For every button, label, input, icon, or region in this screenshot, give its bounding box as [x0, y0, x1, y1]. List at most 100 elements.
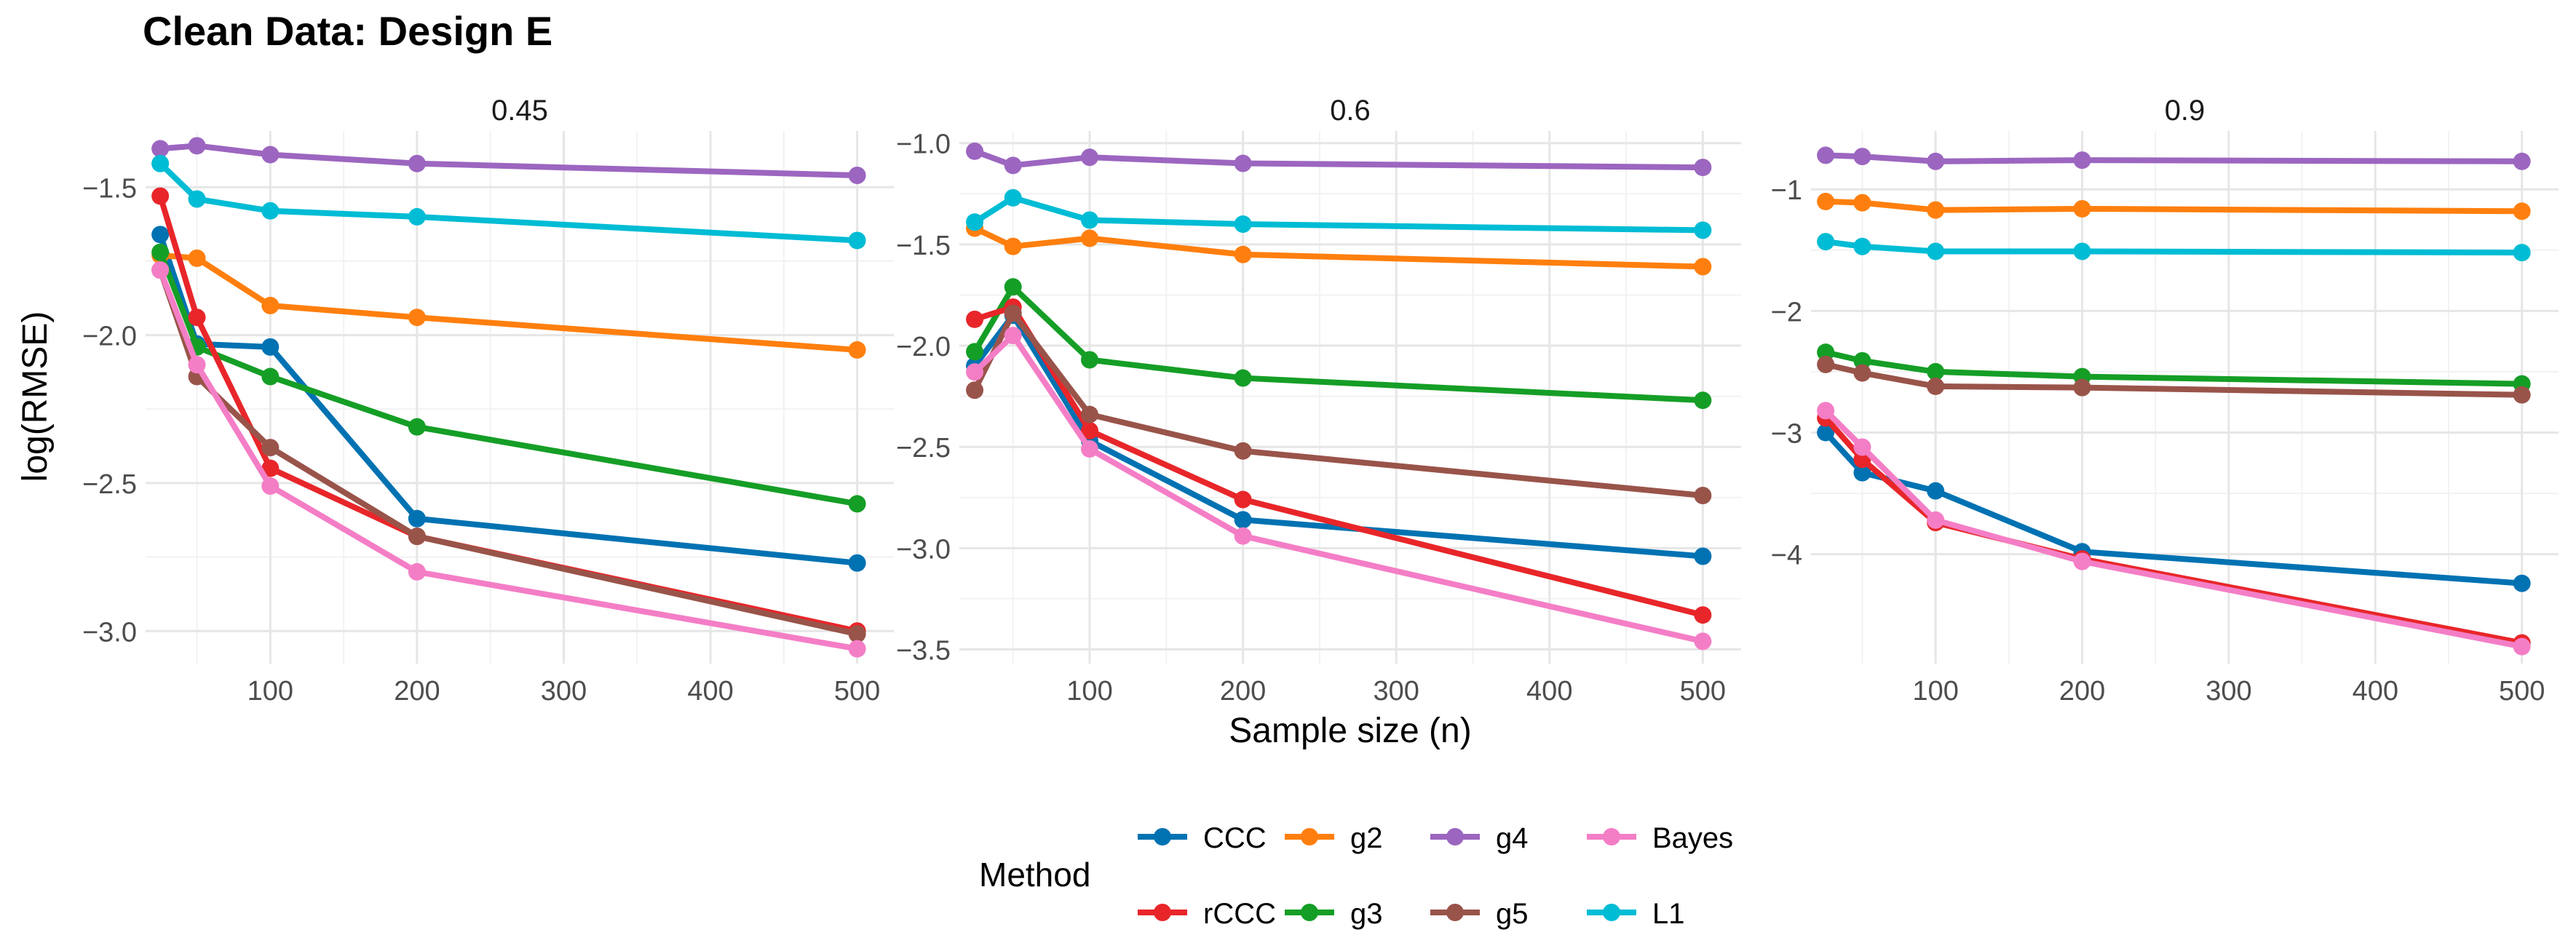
data-point-g2 [1694, 258, 1712, 276]
data-point-g4 [188, 137, 206, 155]
y-tick-label: −3.5 [896, 636, 951, 667]
x-tick-label: 500 [834, 676, 880, 707]
data-point-g2 [1817, 192, 1835, 210]
data-point-rCCC [1081, 421, 1098, 439]
legend-item-CCC: CCC [1138, 822, 1267, 854]
data-point-L1 [848, 231, 866, 250]
data-point-g3 [1004, 278, 1022, 296]
data-point-g4 [1817, 146, 1835, 164]
data-point-CCC [1817, 423, 1835, 442]
data-point-L1 [1694, 221, 1712, 239]
data-point-Bayes [1927, 511, 1945, 529]
data-point-L1 [2073, 242, 2091, 260]
data-point-CCC [848, 554, 866, 572]
data-point-g2 [261, 296, 280, 314]
legend-label: g4 [1496, 822, 1529, 854]
data-point-L1 [151, 154, 170, 172]
data-point-Bayes [1234, 527, 1252, 545]
series-line-rCCC [1823, 415, 2525, 646]
data-point-CCC [408, 509, 426, 528]
legend-key-point [1603, 904, 1620, 921]
data-point-L1 [1817, 233, 1835, 251]
data-point-g5 [408, 528, 426, 546]
panel-strip-label: 0.9 [2165, 95, 2206, 127]
series-line-g5 [972, 310, 1706, 498]
x-tick-label: 100 [1912, 676, 1958, 707]
x-tick-label: 500 [1680, 676, 1726, 707]
data-point-g2 [1234, 245, 1252, 263]
y-tick-label: −3.0 [896, 534, 951, 565]
series-line-CCC [1823, 429, 2525, 586]
chart-title: Clean Data: Design E [143, 8, 552, 54]
data-point-g3 [1694, 391, 1712, 410]
data-point-g4 [966, 142, 984, 160]
data-point-g4 [2073, 151, 2091, 170]
data-point-g5 [1081, 405, 1098, 423]
legend-label: CCC [1203, 822, 1267, 854]
data-point-g2 [2073, 199, 2091, 218]
data-point-g2 [2513, 202, 2531, 220]
data-point-g3 [1234, 369, 1252, 387]
data-point-g4 [848, 167, 866, 184]
x-tick-label: 300 [1373, 676, 1419, 707]
data-point-L1 [188, 190, 206, 208]
data-point-L1 [966, 213, 984, 231]
legend-item-g5: g5 [1430, 898, 1529, 930]
y-tick-label: −1 [1771, 175, 1802, 206]
data-point-CCC [1234, 511, 1252, 529]
legend-item-g4: g4 [1430, 822, 1529, 854]
legend-key-point [1301, 904, 1318, 921]
data-point-g5 [261, 439, 280, 457]
x-tick-label: 500 [2499, 676, 2545, 707]
data-point-g4 [261, 146, 280, 164]
data-point-g3 [1817, 343, 1835, 362]
data-point-L1 [1004, 188, 1022, 207]
y-tick-label: −2.5 [82, 469, 137, 500]
data-point-g4 [1234, 154, 1252, 172]
y-tick-label: −1.5 [82, 173, 137, 204]
data-point-g3 [966, 343, 984, 361]
data-point-g5 [2073, 378, 2091, 397]
data-point-Bayes [1853, 438, 1871, 456]
data-point-L1 [261, 202, 280, 220]
y-tick-label: −2 [1771, 297, 1802, 327]
data-point-Bayes [848, 640, 866, 658]
data-point-g2 [1927, 201, 1945, 219]
legend-label: rCCC [1203, 898, 1276, 930]
data-point-Bayes [1817, 402, 1835, 420]
data-point-g4 [1081, 148, 1098, 167]
data-point-g3 [1927, 362, 1945, 381]
legend-key-point [1603, 828, 1620, 845]
data-point-g4 [1853, 148, 1871, 166]
x-tick-label: 400 [1526, 676, 1572, 707]
x-tick-label: 400 [2353, 676, 2398, 707]
x-tick-label: 100 [247, 676, 293, 707]
legend-label: g3 [1350, 898, 1383, 930]
data-point-L1 [1234, 215, 1252, 234]
data-point-g3 [151, 243, 170, 261]
legend-key-point [1154, 904, 1171, 921]
data-point-g4 [408, 154, 426, 172]
x-tick-label: 200 [2059, 676, 2105, 707]
y-tick-label: −2.5 [896, 433, 951, 463]
legend: Method CCC g2 g4 Bayes rCCC g3 g5 L1 [979, 822, 1733, 930]
data-point-L1 [1081, 211, 1098, 229]
data-point-L1 [2513, 244, 2531, 262]
data-point-g5 [1004, 304, 1022, 322]
x-tick-label: 300 [541, 676, 587, 707]
data-point-g2 [848, 341, 866, 359]
data-point-Bayes [2513, 637, 2531, 656]
data-point-Bayes [261, 477, 280, 495]
data-point-Bayes [408, 562, 426, 581]
facet-panels: 0.45 −3.0 −2.5 −2.0 −1.5 100 200 300 400 500 0.6 −3… [82, 95, 2559, 707]
legend-label: Bayes [1652, 822, 1733, 854]
panel-strip-label: 0.45 [491, 95, 548, 127]
data-point-g5 [848, 625, 866, 643]
data-point-g4 [1004, 156, 1022, 175]
legend-key-point [1154, 828, 1171, 845]
legend-key-point [1446, 904, 1464, 921]
legend-item-L1: L1 [1587, 898, 1685, 930]
x-axis-label: Sample size (n) [1229, 712, 1471, 750]
data-point-Bayes [1081, 439, 1098, 458]
